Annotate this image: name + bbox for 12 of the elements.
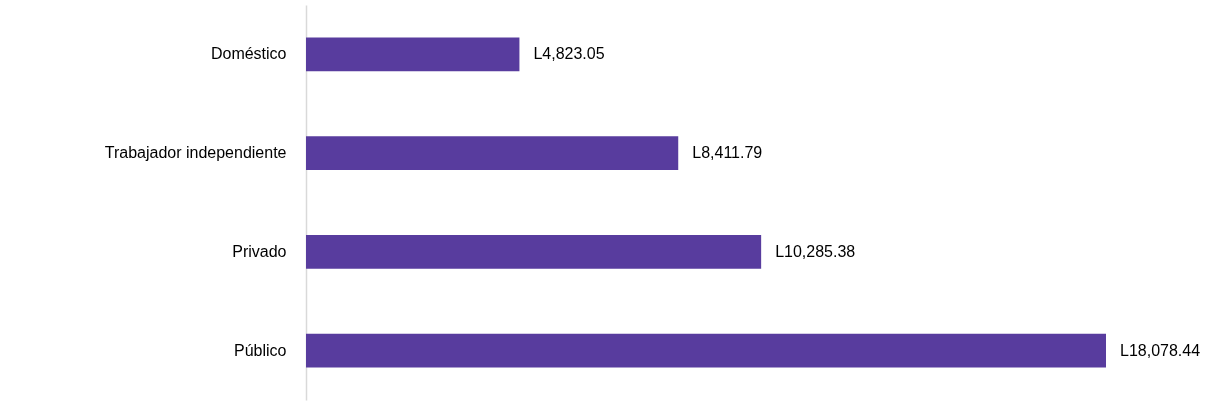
data-label: L8,411.79 — [692, 144, 763, 162]
bar — [306, 37, 520, 72]
y-tick-label: Privado — [232, 242, 287, 260]
y-tick-label: Público — [234, 341, 287, 359]
bar — [306, 235, 762, 269]
data-label: L10,285.38 — [775, 242, 856, 260]
y-tick-label: Doméstico — [210, 45, 287, 63]
bar — [306, 333, 1106, 368]
data-label: L18,078.44 — [1120, 341, 1201, 359]
y-tick-label: Trabajador independiente — [104, 144, 287, 162]
data-label: L4,823.05 — [533, 45, 605, 63]
bar — [306, 136, 679, 170]
